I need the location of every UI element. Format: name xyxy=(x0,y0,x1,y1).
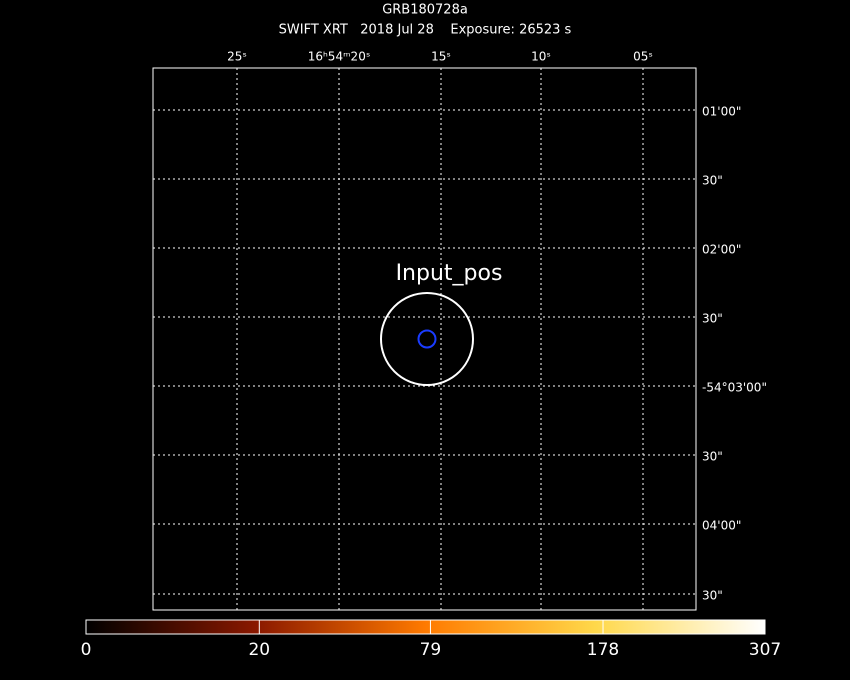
ra-label: 15ˢ xyxy=(431,50,451,64)
dec-label: 02'00" xyxy=(702,243,741,257)
annotation: Input_pos xyxy=(396,261,503,286)
ra-label: 25ˢ xyxy=(227,50,247,64)
frame xyxy=(152,67,697,611)
colorbar-label: 20 xyxy=(248,640,270,660)
source-region xyxy=(380,292,474,386)
dec-label: 30" xyxy=(702,450,723,464)
grid xyxy=(153,68,696,610)
dec-label: 04'00" xyxy=(702,519,741,533)
subtitle: SWIFT XRT 2018 Jul 28 Exposure: 26523 s xyxy=(279,23,572,38)
title: GRB180728a xyxy=(382,3,468,18)
ra-label: 16ʰ54ᵐ20ˢ xyxy=(308,50,371,64)
ra-label: 05ˢ xyxy=(633,50,653,64)
ra-label: 10ˢ xyxy=(531,50,551,64)
dec-label: -54°03'00" xyxy=(702,381,767,395)
dec-label: 30" xyxy=(702,312,723,326)
colorbar-label: 79 xyxy=(420,640,442,660)
colorbar-label: 178 xyxy=(587,640,619,660)
dec-label: 01'00" xyxy=(702,105,741,119)
colorbar-label: 307 xyxy=(749,640,781,660)
colorbar-label: 0 xyxy=(81,640,92,660)
colorbar xyxy=(85,619,766,635)
dec-label: 30" xyxy=(702,174,723,188)
dec-label: 30" xyxy=(702,589,723,603)
position-marker xyxy=(417,329,437,349)
